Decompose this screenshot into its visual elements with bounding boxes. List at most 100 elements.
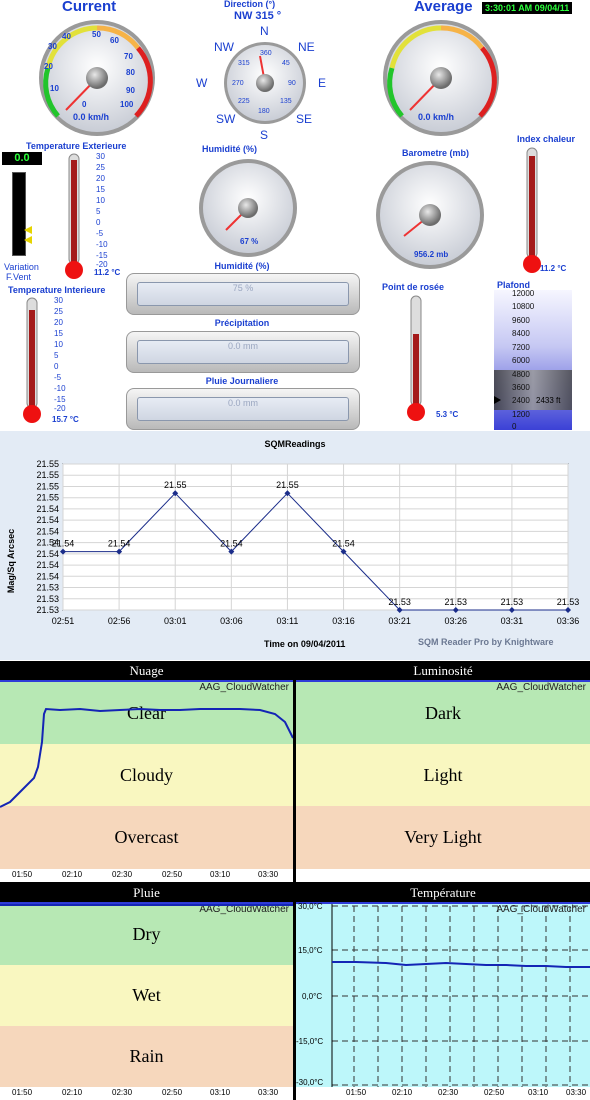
weather-dashboard: Current Average 3:30:01 AM 09/04/11 Dire… [0, 0, 590, 431]
thermo-tick: 15 [96, 185, 105, 194]
plafond-tick: 0 [512, 422, 517, 431]
chart-xlabel: Time on 09/04/2011 [264, 639, 346, 649]
temp-tick: 15,0°C [298, 946, 323, 955]
compass-ticks: 315 360 45 90 135 180 225 270 [226, 44, 306, 124]
data-point [172, 490, 179, 497]
plafond-tick: 7200 [512, 343, 530, 352]
luminosite-time-axis [296, 869, 590, 882]
time-tick: 02:10 [62, 870, 83, 879]
x-tick-label: 02:56 [108, 616, 131, 626]
current-speed-value: 0.0 km/h [73, 112, 110, 122]
direction-value: NW 315 ° [234, 10, 282, 22]
barometer-value: 956.2 mb [414, 250, 449, 259]
compass-s: S [260, 128, 269, 142]
compass-se: SE [296, 112, 313, 126]
data-label: 21.53 [557, 597, 580, 607]
plafond-tick: 2400 [512, 396, 530, 405]
x-tick-label: 03:21 [388, 616, 411, 626]
index-chaleur-value: 11.2 °C [540, 264, 567, 273]
plafond-tick: 3600 [512, 383, 530, 392]
current-speed-gauge [39, 20, 155, 136]
band-label: Rain [129, 1046, 164, 1066]
speed-tick: 80 [126, 68, 135, 77]
band-dark: Dark [296, 682, 590, 744]
y-tick-label: 21.53 [36, 583, 59, 593]
data-point [228, 548, 235, 555]
temp-ext-thermometer [65, 153, 83, 279]
band-very-light: Very Light [296, 806, 590, 869]
data-point [396, 607, 403, 613]
compass-tick: 360 [260, 50, 272, 57]
band-rain: Rain [0, 1026, 293, 1087]
humidity-value: 67 % [240, 237, 259, 246]
chart-ylabel: Mag/Sq Arcsec [0, 501, 16, 621]
x-tick-label: 02:51 [52, 616, 75, 626]
compass-tick: 135 [280, 98, 292, 105]
thermo-tick: -20 [96, 260, 108, 269]
data-label: 21.55 [276, 480, 299, 490]
time-tick: 02:10 [62, 1088, 83, 1097]
humidity-bar-gauge: 75 % [126, 273, 360, 315]
speed-tick: 30 [48, 42, 57, 51]
index-chaleur-thermometer [523, 147, 541, 273]
band-label: Cloudy [119, 764, 173, 785]
time-tick: 03:10 [210, 1088, 231, 1097]
band-label: Overcast [114, 827, 179, 847]
variation-label: Variation [4, 262, 39, 272]
data-label: 21.54 [220, 539, 243, 549]
barometer-gauge [376, 161, 484, 269]
data-point [340, 548, 347, 555]
speed-tick: 0 [82, 100, 87, 109]
fvent-label: F.Vent [6, 272, 32, 282]
thermo-tick: -15 [54, 395, 66, 404]
sqm-panel: SQMReadings 21.55 21.55 21.55 21.55 21.54 21.… [0, 431, 590, 660]
series-line [63, 492, 568, 611]
data-label: 21.54 [108, 539, 131, 549]
plafond-scale: 12000 10800 9600 8400 7200 6000 4800 360… [510, 289, 550, 431]
band-overcast: Overcast [0, 806, 293, 869]
x-tick-label: 03:11 [277, 616, 299, 626]
current-title: Current [62, 0, 117, 15]
temperature-time-axis: 01:50 02:10 02:30 02:50 03:10 03:30 [296, 1087, 590, 1100]
humidity-gauge [199, 159, 297, 257]
time-tick: 03:30 [258, 870, 279, 879]
compass-n: N [260, 24, 269, 38]
compass-tick: 45 [282, 60, 290, 67]
thermo-tick: 10 [96, 196, 105, 205]
thermo-tick: -10 [96, 240, 108, 249]
speed-tick: 90 [126, 86, 135, 95]
compass-dial [224, 42, 306, 124]
compass-sw: SW [216, 112, 236, 126]
plafond-tick: 8400 [512, 329, 530, 338]
point-rosee-thermometer [407, 295, 425, 421]
band-label: Very Light [404, 827, 482, 847]
band-label: Wet [132, 985, 161, 1005]
y-tick-label: 21.54 [36, 504, 59, 514]
humidity-bar-title: Humidité (%) [214, 261, 270, 271]
data-label: 21.53 [388, 597, 411, 607]
temp-tick: -30,0°C [296, 1078, 324, 1087]
thermo-tick: -15 [96, 251, 108, 260]
pluie-series [0, 904, 293, 906]
plafond-tick: 4800 [512, 370, 530, 379]
data-label: 21.54 [332, 539, 355, 549]
data-label: 21.53 [445, 597, 468, 607]
compass-labels: N NE E SE S SW W NW [196, 22, 336, 142]
y-tick-label: 21.55 [36, 470, 59, 480]
chart-ylabel-text: Mag/Sq Arcsec [6, 528, 16, 594]
temp-int-title: Temperature Interieure [8, 285, 106, 295]
time-tick: 03:30 [258, 1088, 279, 1097]
time-tick: 01:50 [346, 1088, 367, 1097]
humidity-title: Humidité (%) [202, 144, 257, 154]
precip-title: Précipitation [214, 318, 270, 328]
cloud-layer [494, 370, 572, 410]
time-tick: 03:10 [210, 870, 231, 879]
y-tick-label: 21.55 [36, 481, 59, 491]
time-tick: 02:10 [392, 1088, 413, 1097]
nuage-title: Nuage [0, 661, 293, 682]
plafond-tick: 12000 [512, 289, 535, 298]
temp-tick: 30,0°C [298, 902, 323, 911]
temp-ext-value: 11.2 °C [94, 268, 121, 277]
plafond-title: Plafond [497, 280, 530, 290]
pluie-value: 0.0 mm [227, 398, 258, 408]
